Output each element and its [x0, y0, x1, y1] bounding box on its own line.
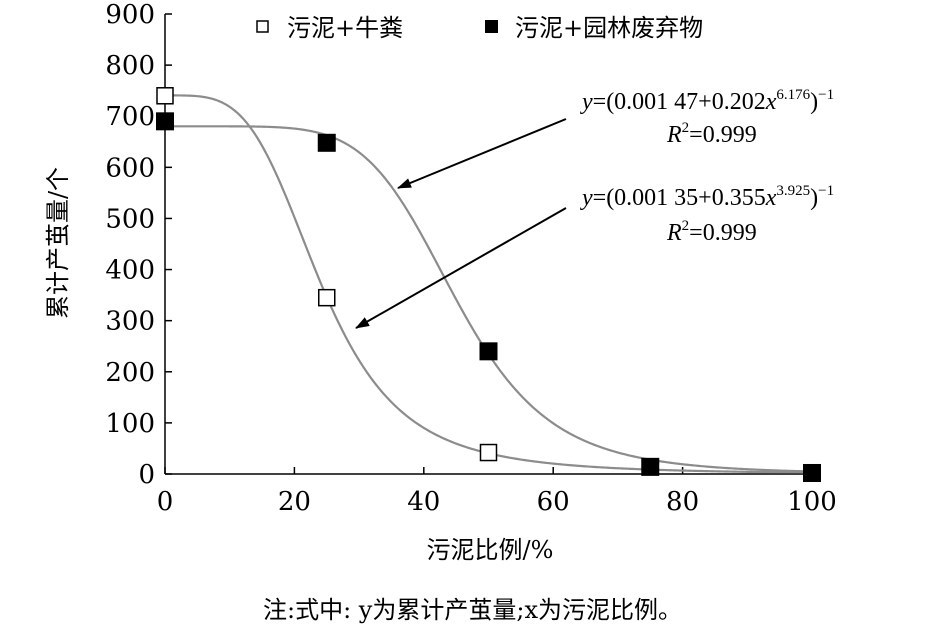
y-tick-label: 400	[105, 256, 155, 286]
data-point-series-2	[317, 133, 336, 152]
y-tick-label: 700	[105, 102, 155, 132]
y-tick-label: 500	[105, 204, 155, 234]
x-tick-label: 100	[787, 487, 837, 517]
data-point-series-1	[156, 87, 174, 105]
chart: 0 100 200 300 400 500 600 700 800 900 0 20 40 60 80 10…	[44, 0, 837, 564]
legend-label-series-2: 污泥+园林废弃物	[515, 14, 703, 42]
fit-curves	[165, 94, 813, 474]
y-tick-label: 100	[105, 409, 155, 439]
data-point-series-2	[803, 463, 821, 482]
x-axis-ticks: 0 20 40 60 80 100	[157, 467, 837, 517]
legend-marker-open-square	[256, 20, 269, 33]
y-tick-label: 900	[105, 0, 155, 30]
y-tick-label: 600	[105, 153, 155, 183]
x-axis-label: 污泥比例/%	[427, 536, 554, 564]
fit-curve-series-1	[165, 94, 813, 474]
arrow-series-2	[397, 118, 567, 189]
y-axis-ticks: 0 100 200 300 400 500 600 700 800 900	[105, 0, 172, 490]
x-tick-label: 60	[537, 487, 570, 517]
equation-series-1: y=(0.001 35+0.355x3.925)−1	[580, 183, 834, 211]
data-point-series-2	[479, 342, 498, 361]
data-points	[156, 87, 821, 482]
x-tick-label: 0	[157, 487, 174, 517]
y-tick-label: 0	[138, 460, 155, 490]
equation-series-2: y=(0.001 47+0.202x6.176)−1	[580, 87, 834, 115]
x-tick-label: 20	[278, 487, 311, 517]
legend: 污泥+牛粪 污泥+园林废弃物	[256, 14, 703, 42]
x-tick-label: 80	[666, 487, 699, 517]
fit-curve-series-2	[165, 125, 813, 473]
data-point-series-1	[318, 288, 336, 307]
data-point-series-1	[479, 443, 498, 462]
y-axis-label: 累计产茧量/个	[44, 167, 72, 319]
annotation-series-1: y=(0.001 35+0.355x3.925)−1 R2=0.999	[355, 183, 834, 329]
annotation-series-2: y=(0.001 47+0.202x6.176)−1 R2=0.999	[397, 87, 834, 189]
y-tick-label: 800	[105, 51, 155, 81]
data-point-series-2	[641, 457, 660, 476]
legend-marker-filled-square	[485, 20, 498, 33]
x-tick-label: 40	[407, 487, 440, 517]
r2-series-1: R2=0.999	[666, 218, 757, 246]
data-point-series-2	[156, 112, 174, 131]
legend-label-series-1: 污泥+牛粪	[287, 14, 403, 42]
r2-series-2: R2=0.999	[666, 120, 757, 148]
y-tick-label: 300	[105, 307, 155, 337]
chart-note: 注:式中: y为累计产茧量;x为污泥比例。	[263, 596, 682, 624]
arrow-series-1	[355, 207, 567, 329]
y-tick-label: 200	[105, 358, 155, 388]
